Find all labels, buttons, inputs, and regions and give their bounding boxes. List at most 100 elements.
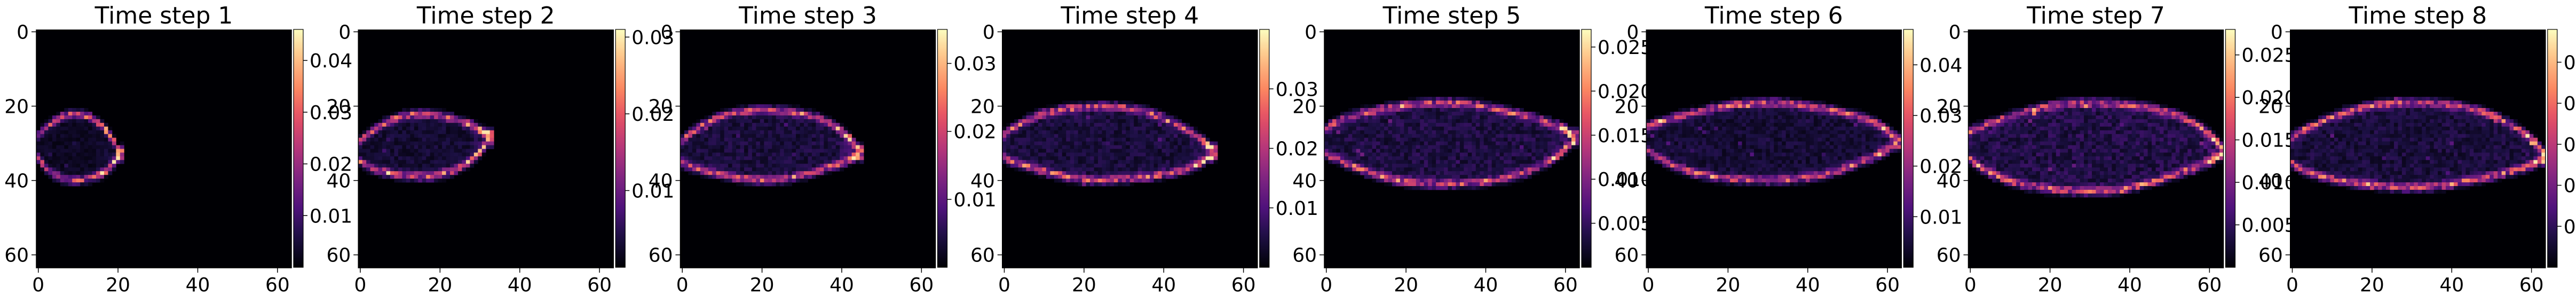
heatmap-cell (724, 115, 729, 120)
heatmap-cell (1734, 149, 1739, 153)
heatmap-cell (422, 152, 426, 157)
heatmap-cell (1189, 167, 1194, 172)
heatmap-cell (1113, 156, 1118, 160)
heatmap-cell (1567, 137, 1572, 142)
heatmap-cell (1877, 152, 1882, 157)
heatmap-cell (1098, 145, 1102, 149)
heatmap-cell (848, 141, 852, 145)
heatmap-cell (1113, 141, 1118, 145)
heatmap-cell (1873, 115, 1878, 120)
heatmap-cell (859, 160, 864, 164)
heatmap-cell (1396, 111, 1401, 116)
heatmap-cell (1181, 171, 1186, 175)
heatmap-cell (96, 171, 100, 175)
heatmap-cell (1094, 149, 1099, 153)
heatmap-cell (1428, 160, 1433, 164)
heatmap-cell (840, 130, 844, 135)
heatmap-cell (366, 141, 371, 145)
heatmap-cell (434, 167, 439, 172)
heatmap-cell (462, 134, 467, 138)
heatmap-cell (1559, 145, 1564, 149)
heatmap-cell (1388, 111, 1393, 116)
heatmap-cell (796, 126, 800, 131)
heatmap-cell (1066, 134, 1071, 138)
heatmap-cell (1210, 156, 1214, 160)
heatmap-cell (1834, 149, 1838, 153)
heatmap-cell (692, 145, 697, 149)
heatmap-cell (1499, 164, 1504, 168)
heatmap-cell (1491, 115, 1496, 120)
heatmap-cell (1384, 137, 1388, 142)
heatmap-cell (1134, 134, 1139, 138)
heatmap-cell (1086, 108, 1091, 112)
heatmap-cell (764, 175, 769, 179)
heatmap-cell (1499, 119, 1504, 124)
heatmap-cell (434, 115, 439, 120)
heatmap-cell (1145, 137, 1150, 142)
heatmap-cell (1400, 149, 1404, 153)
heatmap-cell (1348, 167, 1353, 172)
heatmap-cell (1328, 122, 1333, 127)
heatmap-cell (1456, 156, 1460, 160)
heatmap-cell (1798, 149, 1802, 153)
heatmap-cell (1694, 149, 1698, 153)
heatmap-cell (1428, 104, 1433, 109)
heatmap-cell (1118, 108, 1123, 112)
heatmap-cell (1515, 108, 1520, 112)
colorbar-tick-label: 0.03 (310, 102, 352, 124)
heatmap-cell (1161, 141, 1166, 145)
heatmap-cell (680, 149, 685, 153)
colorbar (615, 29, 626, 268)
heatmap-cell (1440, 97, 1444, 101)
heatmap-cell (1388, 171, 1393, 175)
heatmap-cell (1769, 119, 1774, 124)
heatmap-cell (1086, 104, 1091, 109)
heatmap-cell (1893, 134, 1898, 138)
heatmap-cell (1881, 145, 1886, 149)
heatmap-cell (1682, 108, 1687, 112)
heatmap-cell (1491, 130, 1496, 135)
heatmap-cell (1380, 111, 1385, 116)
heatmap-cell (704, 149, 709, 153)
heatmap-cell (1129, 164, 1134, 168)
heatmap-cell (800, 152, 804, 157)
heatmap-cell (478, 152, 483, 157)
heatmap-cell (1416, 115, 1420, 120)
heatmap-cell (470, 119, 475, 124)
heatmap-cell (1388, 119, 1393, 124)
heatmap-cell (856, 156, 860, 160)
heatmap-cell (1408, 137, 1412, 142)
heatmap-cell (1186, 141, 1190, 145)
heatmap-cell (1046, 126, 1050, 131)
heatmap-cell (68, 111, 73, 116)
heatmap-cell (835, 130, 840, 135)
heatmap-cell (1464, 167, 1468, 172)
heatmap-cell (1658, 156, 1663, 160)
heatmap-cell (1559, 149, 1564, 153)
heatmap-cell (1026, 145, 1031, 149)
heatmap-cell (1380, 156, 1385, 160)
heatmap-cell (366, 171, 371, 175)
heatmap-cell (1670, 152, 1674, 157)
heatmap-cell (1714, 149, 1719, 153)
heatmap-cell (1858, 126, 1862, 131)
heatmap-cell (728, 130, 732, 135)
heatmap-cell (1150, 156, 1154, 160)
heatmap-cell (1118, 115, 1123, 120)
heatmap-cell (796, 104, 800, 109)
heatmap-cell (1038, 160, 1042, 164)
heatmap-cell (1030, 137, 1034, 142)
heatmap-cell (422, 119, 426, 124)
heatmap-cell (481, 137, 486, 142)
heatmap-cell (824, 171, 828, 175)
heatmap-cell (1818, 108, 1822, 112)
heatmap-cell (430, 167, 434, 172)
heatmap-cell (489, 137, 494, 142)
heatmap-cell (1813, 108, 1818, 112)
heatmap-cell (1798, 115, 1802, 120)
heatmap-cell (1030, 119, 1034, 124)
heatmap-cell (390, 164, 394, 168)
heatmap-cell (48, 152, 53, 157)
heatmap-cell (1066, 167, 1071, 172)
heatmap-cell (1512, 141, 1516, 145)
